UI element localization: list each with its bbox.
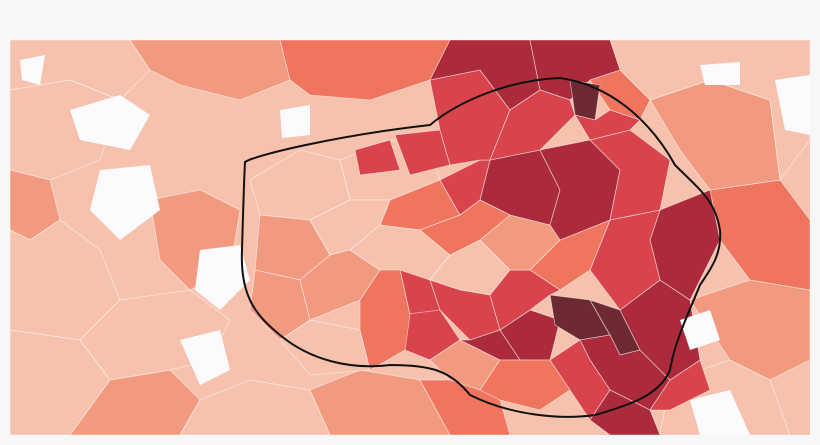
district[interactable] (574, 109, 641, 141)
choropleth-map[interactable] (10, 40, 810, 435)
no-data-area (690, 390, 750, 435)
district[interactable] (129, 40, 291, 101)
no-data-areas (20, 55, 810, 435)
no-data-area (70, 95, 150, 150)
district[interactable] (359, 269, 411, 371)
no-data-area (700, 62, 740, 85)
district[interactable] (489, 269, 561, 331)
no-data-area (775, 75, 810, 135)
district[interactable] (309, 369, 451, 435)
district[interactable] (179, 379, 331, 435)
district[interactable] (439, 159, 491, 216)
district[interactable] (354, 139, 401, 176)
district[interactable] (69, 369, 201, 435)
no-data-area (680, 310, 720, 350)
no-data-area (280, 105, 310, 138)
no-data-area (90, 165, 160, 240)
no-data-area (20, 55, 45, 85)
no-data-area (195, 245, 250, 310)
no-data-area (180, 330, 230, 385)
district[interactable] (279, 40, 451, 101)
map-canvas[interactable] (10, 40, 810, 435)
outer-districts (10, 40, 810, 435)
inner-districts (249, 40, 721, 435)
ring-road (240, 76, 722, 418)
